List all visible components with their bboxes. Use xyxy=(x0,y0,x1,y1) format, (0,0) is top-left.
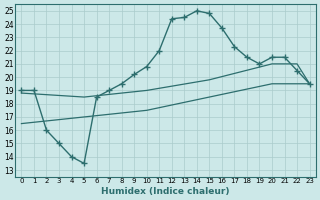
X-axis label: Humidex (Indice chaleur): Humidex (Indice chaleur) xyxy=(101,187,230,196)
